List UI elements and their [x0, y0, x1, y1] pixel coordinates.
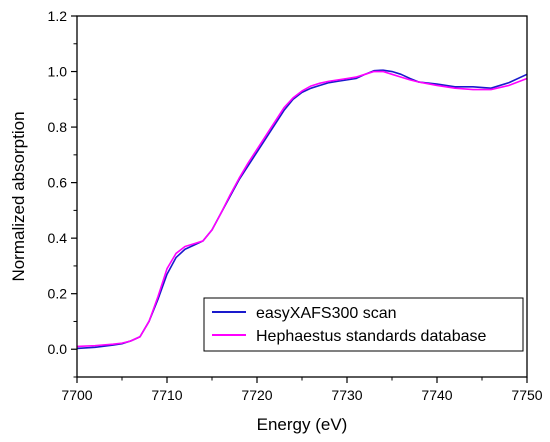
x-tick-label: 7730 — [331, 387, 362, 403]
legend: easyXAFS300 scan Hephaestus standards da… — [203, 297, 524, 352]
axis-ticks: 7700 7710 7720 7730 7740 7750 0.0 0.2 0.4 0.6 0.8 1… — [48, 8, 543, 403]
x-tick-label: 7720 — [241, 387, 272, 403]
x-tick-label: 7700 — [61, 387, 92, 403]
plot-area-frame — [76, 15, 528, 378]
x-tick-label: 7710 — [151, 387, 182, 403]
series-line-easyxafs300 — [76, 69, 528, 350]
y-tick-label: 0.2 — [48, 286, 68, 302]
legend-label-easyxafs300: easyXAFS300 scan — [256, 305, 397, 322]
legend-box — [203, 297, 524, 352]
y-axis-title: Normalized absorption — [9, 111, 28, 281]
y-tick-label: 0.6 — [48, 175, 68, 191]
x-axis-title: Energy (eV) — [257, 415, 348, 434]
y-tick-label: 0.0 — [48, 341, 68, 357]
y-tick-label: 0.8 — [48, 119, 68, 135]
y-tick-label: 1.0 — [48, 64, 68, 80]
series-lines — [76, 69, 528, 350]
series-line-hephaestus — [76, 70, 528, 348]
legend-label-hephaestus: Hephaestus standards database — [256, 328, 486, 345]
x-tick-label: 7750 — [511, 387, 542, 403]
y-tick-label: 1.2 — [48, 8, 68, 24]
y-tick-label: 0.4 — [48, 230, 68, 246]
x-tick-label: 7740 — [421, 387, 452, 403]
